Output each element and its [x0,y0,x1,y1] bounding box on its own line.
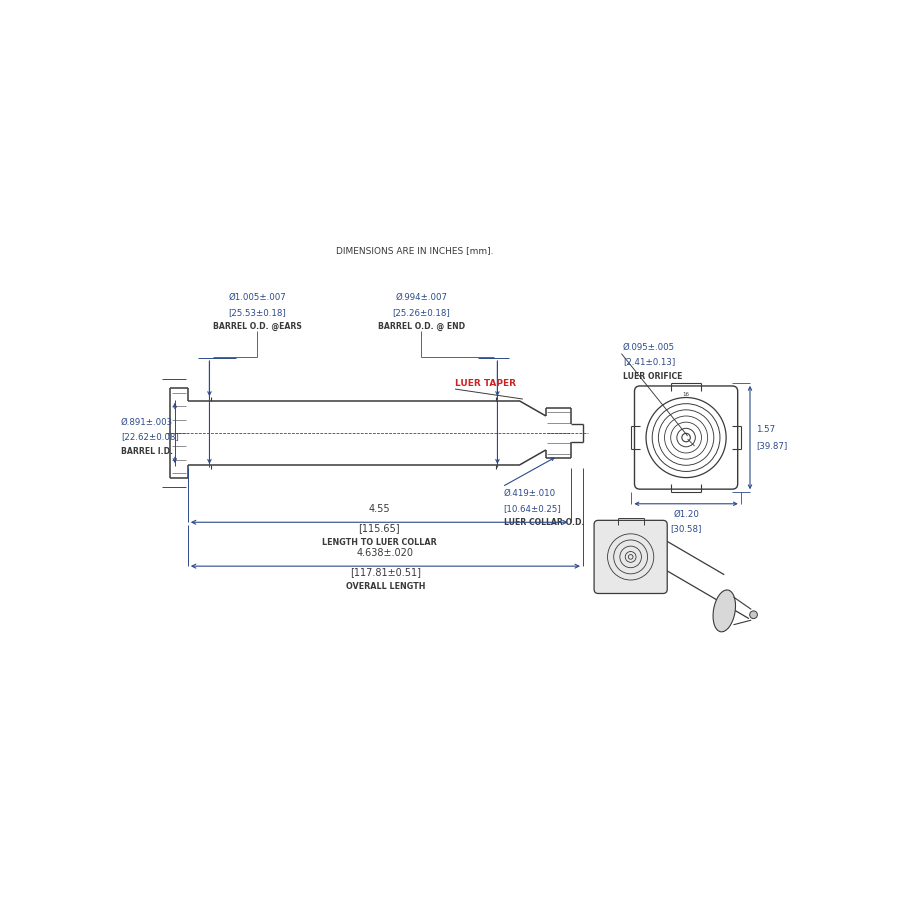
Ellipse shape [713,590,735,632]
Text: BARREL O.D. @ END: BARREL O.D. @ END [378,322,464,331]
Text: Ø.891±.003: Ø.891±.003 [121,418,173,427]
Text: 4.55: 4.55 [368,504,390,514]
Text: LENGTH TO LUER COLLAR: LENGTH TO LUER COLLAR [322,537,436,546]
Text: [25.26±0.18]: [25.26±0.18] [392,308,450,317]
Text: Ø1.005±.007: Ø1.005±.007 [229,293,286,302]
Circle shape [750,611,758,618]
Text: [10.64±0.25]: [10.64±0.25] [504,504,562,513]
Text: BARREL I.D.: BARREL I.D. [121,447,173,456]
Text: LUER COLLAR O.D.: LUER COLLAR O.D. [504,518,584,527]
Text: [22.62±0.08]: [22.62±0.08] [121,432,179,441]
Text: Ø.419±.010: Ø.419±.010 [504,490,555,499]
Text: [25.53±0.18]: [25.53±0.18] [229,308,286,317]
Text: BARREL O.D. @EARS: BARREL O.D. @EARS [212,322,302,331]
Text: 4.638±.020: 4.638±.020 [357,548,414,558]
Text: Ø.095±.005: Ø.095±.005 [623,343,675,352]
Text: Ø.994±.007: Ø.994±.007 [395,293,447,302]
FancyBboxPatch shape [594,520,667,593]
Text: [30.58]: [30.58] [670,524,702,533]
Text: LUER ORIFICE: LUER ORIFICE [623,372,682,381]
Text: OVERALL LENGTH: OVERALL LENGTH [346,581,425,590]
Text: [39.87]: [39.87] [756,441,788,450]
Text: DIMENSIONS ARE IN INCHES [mm].: DIMENSIONS ARE IN INCHES [mm]. [337,246,494,255]
Text: Ø1.20: Ø1.20 [673,510,699,519]
Text: LUER TAPER: LUER TAPER [455,379,516,388]
Text: [115.65]: [115.65] [358,523,401,533]
Text: 16: 16 [682,392,689,397]
Text: [2.41±0.13]: [2.41±0.13] [623,357,675,366]
Text: [117.81±0.51]: [117.81±0.51] [350,567,421,577]
Text: 1.57: 1.57 [756,426,775,435]
